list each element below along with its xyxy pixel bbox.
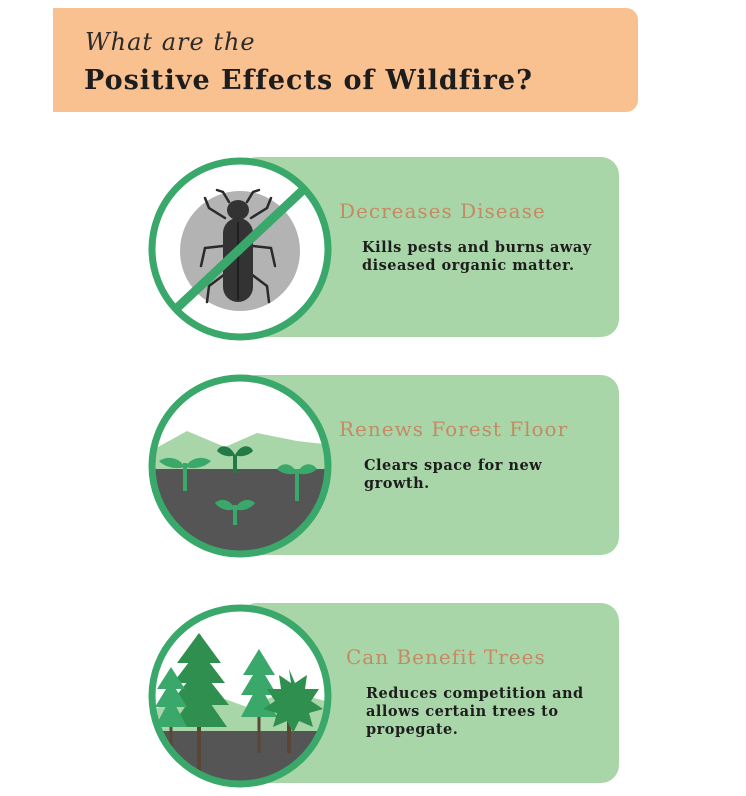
- crossed-out-beetle-icon: [147, 156, 333, 342]
- sprouting-seedlings-icon: [147, 373, 333, 559]
- forest-trees-icon: [147, 603, 333, 789]
- effect-description: Clears space for new growth.: [364, 457, 543, 492]
- effect-title: Can Benefit Trees: [346, 645, 546, 669]
- effect-title: Decreases Disease: [339, 199, 546, 223]
- page-title: Positive Effects of Wildfire?: [84, 65, 533, 96]
- header-banner: What are the Positive Effects of Wildfir…: [53, 8, 638, 112]
- header-subtitle: What are the: [85, 28, 256, 56]
- effect-title: Renews Forest Floor: [339, 417, 569, 441]
- effect-description: Kills pests and burns away diseased orga…: [362, 239, 592, 274]
- effect-description: Reduces competition and allows certain t…: [366, 685, 584, 738]
